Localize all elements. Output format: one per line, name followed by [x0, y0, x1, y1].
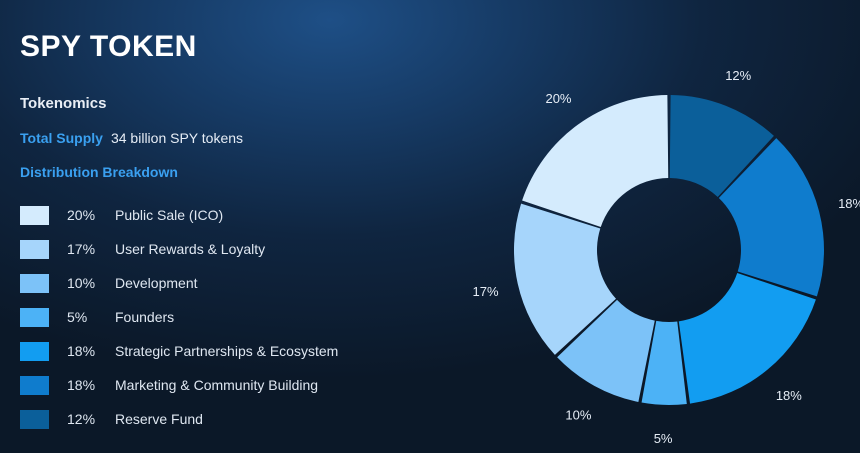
donut-slice — [557, 299, 655, 402]
legend-label: Marketing & Community Building — [115, 377, 319, 393]
donut-slice — [718, 138, 824, 297]
donut-slice — [678, 272, 816, 404]
slice-value-label: 10% — [565, 408, 591, 423]
legend-percent: 20% — [67, 207, 96, 223]
legend-swatch — [20, 308, 49, 327]
legend-swatch — [20, 376, 49, 395]
slice-value-label: 18% — [776, 388, 802, 403]
legend-label: Strategic Partnerships & Ecosystem — [115, 343, 339, 359]
tokenomics-heading: Tokenomics — [20, 95, 107, 112]
legend-label: Reserve Fund — [115, 411, 203, 427]
total-supply-value: 34 billion SPY tokens — [110, 130, 244, 146]
legend-percent: 18% — [67, 377, 96, 393]
donut-slice — [669, 95, 774, 198]
legend-percent: 10% — [67, 275, 96, 291]
total-supply-label: Total Supply — [20, 130, 103, 146]
donut-slice — [641, 320, 687, 405]
donut-slice — [514, 203, 617, 355]
legend-percent: 12% — [67, 411, 96, 427]
legend-percent: 5% — [67, 309, 88, 325]
total-supply: Total Supply 34 billion SPY tokens — [20, 130, 243, 146]
slice-value-label: 18% — [838, 196, 860, 211]
page-title: SPY TOKEN — [20, 30, 197, 63]
legend-swatch — [20, 206, 49, 225]
legend-label: Development — [115, 275, 198, 291]
legend-swatch — [20, 240, 49, 259]
legend-swatch — [20, 274, 49, 293]
slice-value-label: 20% — [545, 91, 571, 106]
legend-label: Founders — [115, 309, 175, 325]
legend-swatch — [20, 410, 49, 429]
slice-value-label: 5% — [654, 431, 673, 446]
distribution-heading: Distribution Breakdown — [20, 164, 178, 180]
legend-percent: 18% — [67, 343, 96, 359]
donut-slice — [522, 95, 669, 228]
legend-label: User Rewards & Loyalty — [115, 241, 266, 257]
legend-swatch — [20, 342, 49, 361]
slice-value-label: 12% — [725, 68, 751, 83]
slice-value-label: 17% — [473, 284, 499, 299]
legend-label: Public Sale (ICO) — [115, 207, 224, 223]
legend-percent: 17% — [67, 241, 96, 257]
